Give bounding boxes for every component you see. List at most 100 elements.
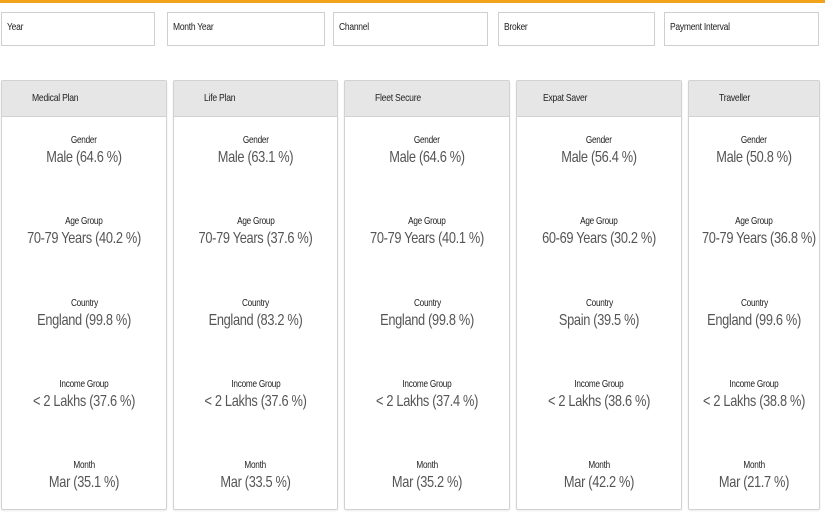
income-group-stat: Income Group < 2 Lakhs (38.6 %) [517,374,681,411]
stat-value: Male (63.1 %) [217,149,294,166]
top-accent-bar [0,0,825,3]
payment-interval-filter-label: Payment Interval [670,22,730,33]
stat-value: 70-79 Years (40.2 %) [27,230,141,247]
stat-label: Income Group [729,379,779,390]
stat-value: Mar (33.5 %) [220,474,291,491]
stat-label: Gender [741,135,767,146]
stat-label: Gender [242,135,269,146]
stat-value: Male (64.6 %) [389,149,465,166]
stat-value: England (83.2 %) [208,312,303,329]
stat-value: Mar (35.2 %) [391,474,463,491]
stat-value: England (99.8 %) [37,312,131,329]
stat-label: Income Group [59,379,109,390]
channel-filter[interactable]: Channel [333,12,488,46]
income-group-stat: Income Group < 2 Lakhs (37.6 %) [174,374,337,411]
age-group-stat: Age Group 70-79 Years (37.6 %) [174,211,337,248]
month-stat: Month Mar (42.2 %) [517,455,681,492]
stat-value: 70-79 Years (37.6 %) [198,230,313,247]
stat-value: < 2 Lakhs (38.8 %) [702,393,806,410]
stat-value: Male (50.8 %) [716,149,792,166]
card-header: Life Plan [174,81,337,117]
life-plan-card: Life Plan Gender Male (63.1 %) Age Group… [173,80,338,510]
stat-label: Month [416,460,438,471]
gender-stat: Gender Male (56.4 %) [517,130,681,167]
stat-value: < 2 Lakhs (37.4 %) [375,393,479,410]
gender-stat: Gender Male (64.6 %) [2,130,166,167]
income-group-stat: Income Group < 2 Lakhs (37.6 %) [2,374,166,411]
month-stat: Month Mar (35.1 %) [2,455,166,492]
age-group-stat: Age Group 60-69 Years (30.2 %) [517,211,681,248]
card-header: Expat Saver [517,81,681,117]
stat-value: Mar (21.7 %) [718,474,790,491]
traveller-card: Traveller Gender Male (50.8 %) Age Group… [688,80,820,510]
fleet-secure-card: Fleet Secure Gender Male (64.6 %) Age Gr… [344,80,510,510]
stat-label: Income Group [230,379,280,390]
income-group-stat: Income Group < 2 Lakhs (38.8 %) [689,374,819,411]
stat-value: < 2 Lakhs (37.6 %) [204,393,307,410]
stat-label: Age Group [580,216,618,227]
stat-value: England (99.8 %) [380,312,474,329]
channel-filter-label: Channel [339,22,369,33]
card-header: Fleet Secure [345,81,509,117]
year-filter[interactable]: Year [1,12,155,46]
country-stat: Country Spain (39.5 %) [517,293,681,330]
stat-label: Month [244,460,267,471]
stat-label: Country [740,298,768,309]
stat-label: Income Group [574,379,624,390]
card-title: Fleet Secure [375,92,421,104]
card-header: Traveller [689,81,819,117]
stat-label: Month [73,460,95,471]
stat-value: Mar (42.2 %) [563,474,635,491]
stat-value: Male (56.4 %) [561,149,637,166]
card-title: Life Plan [204,92,236,104]
stat-label: Gender [586,135,612,146]
month-stat: Month Mar (33.5 %) [174,455,337,492]
stat-value: 70-79 Years (40.1 %) [370,230,484,247]
stat-label: Age Group [236,216,275,227]
stat-label: Age Group [65,216,103,227]
country-stat: Country England (83.2 %) [174,293,337,330]
stat-value: 60-69 Years (30.2 %) [542,230,656,247]
stat-value: Male (64.6 %) [46,149,122,166]
stat-value: England (99.6 %) [707,312,801,329]
stat-label: Age Group [408,216,446,227]
country-stat: Country England (99.8 %) [2,293,166,330]
gender-stat: Gender Male (63.1 %) [174,130,337,167]
card-header: Medical Plan [2,81,166,117]
card-title: Expat Saver [543,92,588,104]
broker-filter[interactable]: Broker [498,12,655,46]
stat-label: Gender [414,135,440,146]
card-title: Traveller [719,92,750,104]
month-stat: Month Mar (35.2 %) [345,455,509,492]
month-year-filter-label: Month Year [173,22,214,33]
stat-label: Age Group [735,216,773,227]
country-stat: Country England (99.8 %) [345,293,509,330]
stat-value: < 2 Lakhs (37.6 %) [32,393,136,410]
gender-stat: Gender Male (50.8 %) [689,130,819,167]
month-stat: Month Mar (21.7 %) [689,455,819,492]
stat-label: Income Group [402,379,452,390]
age-group-stat: Age Group 70-79 Years (40.1 %) [345,211,509,248]
age-group-stat: Age Group 70-79 Years (40.2 %) [2,211,166,248]
stat-label: Month [588,460,610,471]
stat-value: Spain (39.5 %) [558,312,640,329]
age-group-stat: Age Group 70-79 Years (36.8 %) [689,211,819,248]
income-group-stat: Income Group < 2 Lakhs (37.4 %) [345,374,509,411]
stat-label: Month [743,460,765,471]
stat-value: Mar (35.1 %) [48,474,120,491]
payment-interval-filter[interactable]: Payment Interval [664,12,819,46]
gender-stat: Gender Male (64.6 %) [345,130,509,167]
expat-saver-card: Expat Saver Gender Male (56.4 %) Age Gro… [516,80,682,510]
month-year-filter[interactable]: Month Year [167,12,325,46]
country-stat: Country England (99.6 %) [689,293,819,330]
stat-value: < 2 Lakhs (38.6 %) [547,393,651,410]
stat-label: Country [413,298,441,309]
year-filter-label: Year [7,22,24,33]
broker-filter-label: Broker [504,22,528,33]
card-title: Medical Plan [32,92,79,104]
filter-bar: Year Month Year Channel Broker Payment I… [0,12,825,48]
stat-label: Gender [71,135,97,146]
stat-value: 70-79 Years (36.8 %) [702,230,816,247]
stat-label: Country [585,298,613,309]
medical-plan-card: Medical Plan Gender Male (64.6 %) Age Gr… [1,80,167,510]
